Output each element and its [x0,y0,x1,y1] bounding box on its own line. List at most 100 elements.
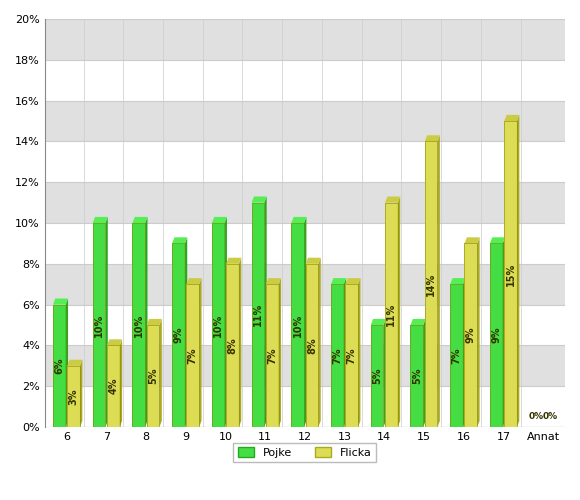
Polygon shape [371,325,383,427]
Text: 5%: 5% [148,368,158,384]
Text: 10%: 10% [213,314,223,336]
Polygon shape [490,244,503,427]
Polygon shape [212,223,224,427]
Polygon shape [80,360,82,427]
Polygon shape [252,196,267,202]
Bar [45,264,565,304]
Text: 14%: 14% [426,272,436,296]
Polygon shape [53,304,66,427]
Polygon shape [358,278,360,427]
Text: 7%: 7% [267,348,277,364]
Polygon shape [266,278,281,284]
Polygon shape [304,217,306,427]
Polygon shape [252,202,264,427]
Polygon shape [344,278,346,427]
Polygon shape [411,325,423,427]
Text: 9%: 9% [466,327,476,344]
Polygon shape [490,238,505,244]
Polygon shape [450,278,465,284]
Polygon shape [93,217,108,223]
Text: 10%: 10% [94,314,104,336]
Polygon shape [291,223,304,427]
Polygon shape [239,258,241,427]
Polygon shape [463,278,465,427]
Polygon shape [383,319,386,427]
Text: 15%: 15% [506,262,516,285]
Polygon shape [224,217,227,427]
Text: 10%: 10% [134,314,144,336]
Text: 6%: 6% [55,358,64,374]
Text: 7%: 7% [452,348,462,364]
Text: 7%: 7% [347,348,357,364]
Polygon shape [107,340,122,345]
Bar [45,386,565,427]
Text: 11%: 11% [386,303,396,326]
Polygon shape [53,298,68,304]
Polygon shape [465,238,480,244]
Polygon shape [345,278,360,284]
Text: 8%: 8% [307,337,317,354]
Bar [45,60,565,100]
Text: 5%: 5% [372,368,382,384]
Polygon shape [291,217,306,223]
Polygon shape [67,366,80,427]
Polygon shape [450,284,463,427]
Polygon shape [266,284,278,427]
Polygon shape [437,136,440,427]
Polygon shape [212,217,227,223]
Polygon shape [398,196,400,427]
Polygon shape [331,284,344,427]
Bar [45,304,565,346]
Polygon shape [186,278,201,284]
Text: 0%: 0% [543,412,558,421]
Polygon shape [503,238,505,427]
Bar [45,19,565,60]
Polygon shape [385,202,398,427]
Polygon shape [106,217,108,427]
Polygon shape [185,238,187,427]
Text: 9%: 9% [173,327,183,344]
Polygon shape [477,238,480,427]
Polygon shape [226,264,239,427]
Polygon shape [504,121,517,427]
Polygon shape [517,115,519,427]
Text: 8%: 8% [227,337,237,354]
Polygon shape [93,223,106,427]
Polygon shape [186,284,199,427]
Bar [45,142,565,182]
Polygon shape [145,217,147,427]
Polygon shape [306,258,321,264]
Polygon shape [107,346,119,427]
Polygon shape [147,325,160,427]
Polygon shape [147,319,162,325]
Polygon shape [465,244,477,427]
Polygon shape [172,244,185,427]
Polygon shape [132,223,145,427]
Legend: Pojke, Flicka: Pojke, Flicka [233,442,376,462]
Polygon shape [318,258,321,427]
Polygon shape [66,298,68,427]
Bar [45,223,565,264]
Polygon shape [264,196,267,427]
Text: 11%: 11% [253,303,263,326]
Text: 7%: 7% [332,348,342,364]
Polygon shape [278,278,281,427]
Polygon shape [425,136,440,141]
Polygon shape [160,319,162,427]
Polygon shape [119,340,122,427]
Polygon shape [411,319,426,325]
Polygon shape [132,217,147,223]
Bar [45,346,565,386]
Polygon shape [199,278,201,427]
Polygon shape [172,238,187,244]
Polygon shape [345,284,358,427]
Polygon shape [423,319,426,427]
Text: 3%: 3% [68,388,79,404]
Polygon shape [425,142,437,427]
Text: 9%: 9% [491,327,501,344]
Polygon shape [306,264,318,427]
Text: 10%: 10% [293,314,303,336]
Polygon shape [385,196,400,202]
Polygon shape [504,115,519,121]
Bar [45,100,565,141]
